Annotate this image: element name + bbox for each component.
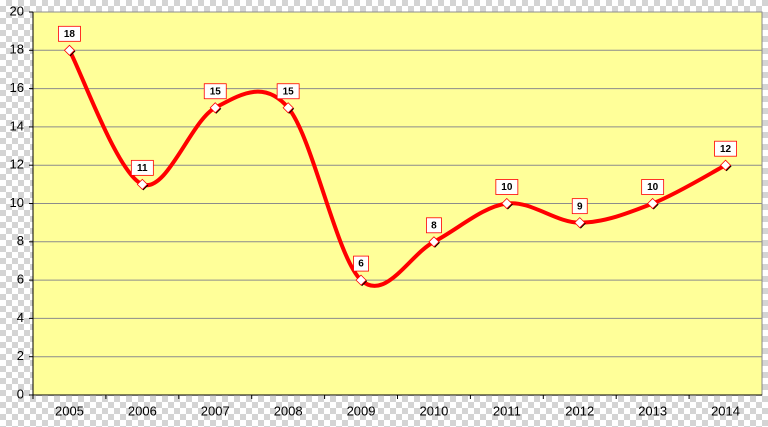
data-label: 15 xyxy=(283,86,295,97)
marker-face xyxy=(209,102,221,114)
x-tick-label: 2007 xyxy=(201,403,230,418)
data-label: 9 xyxy=(577,201,583,212)
data-label: 10 xyxy=(501,182,513,193)
y-tick-label: 8 xyxy=(17,233,24,248)
marker xyxy=(209,102,222,114)
y-tick-label: 16 xyxy=(10,80,24,95)
marker-face xyxy=(136,178,148,190)
x-tick-label: 2009 xyxy=(347,403,376,418)
marker xyxy=(428,236,440,248)
data-label-box xyxy=(426,217,442,234)
y-tick-label: 14 xyxy=(10,118,24,133)
y-tick-label: 18 xyxy=(10,42,24,57)
marker xyxy=(647,197,659,210)
marker xyxy=(136,178,149,191)
y-tick-label: 0 xyxy=(17,386,24,401)
y-tick-label: 20 xyxy=(10,3,24,18)
x-tick-label: 2011 xyxy=(493,403,521,418)
marker-face xyxy=(282,102,294,114)
y-tick-label: 2 xyxy=(17,348,24,363)
data-label: 8 xyxy=(431,220,437,231)
x-tick-label: 2014 xyxy=(711,403,740,418)
data-label-box xyxy=(641,179,665,195)
data-label: 12 xyxy=(720,144,732,155)
x-tick-label: 2013 xyxy=(638,403,667,418)
data-label-box xyxy=(203,83,227,100)
y-tick-label: 12 xyxy=(10,157,24,172)
data-label-box xyxy=(714,140,737,157)
data-label-box xyxy=(571,198,588,215)
marker-face xyxy=(574,217,586,229)
data-label: 10 xyxy=(647,182,659,193)
marker xyxy=(719,159,732,172)
data-label-box xyxy=(58,25,81,42)
marker-face xyxy=(501,197,513,210)
data-label-box xyxy=(276,83,300,100)
marker-face xyxy=(647,197,659,210)
marker xyxy=(282,102,295,114)
data-label: 18 xyxy=(64,29,76,40)
data-label-box xyxy=(130,159,154,176)
marker-face xyxy=(719,159,732,171)
y-tick-label: 4 xyxy=(17,310,24,325)
data-label-box xyxy=(353,255,369,272)
marker xyxy=(574,217,586,229)
marker xyxy=(501,197,513,210)
x-tick-label: 2006 xyxy=(128,403,157,418)
marker-face xyxy=(428,236,440,248)
x-tick-label: 2005 xyxy=(55,403,84,418)
marker xyxy=(63,44,76,57)
y-tick-label: 10 xyxy=(10,195,24,210)
marker-face xyxy=(63,44,76,56)
data-label-box xyxy=(495,179,519,195)
marker xyxy=(355,274,368,287)
data-label: 6 xyxy=(358,259,364,270)
data-label: 11 xyxy=(137,163,148,174)
x-tick-label: 2010 xyxy=(419,403,448,418)
marker-face xyxy=(355,274,367,286)
y-tick-label: 6 xyxy=(17,272,24,287)
x-tick-label: 2008 xyxy=(274,403,303,418)
data-label: 15 xyxy=(210,86,222,97)
x-tick-label: 2012 xyxy=(565,403,594,418)
